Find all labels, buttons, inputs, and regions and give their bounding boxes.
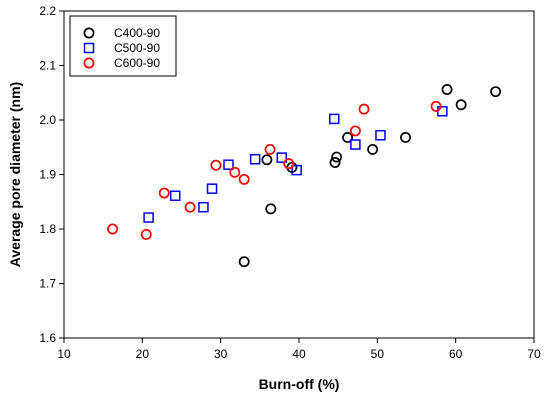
x-tick-label: 10 [57, 347, 71, 361]
y-axis-title: Average pore diameter (nm) [7, 82, 23, 267]
x-tick-label: 30 [214, 347, 228, 361]
data-point [206, 183, 218, 194]
series-c400-90 [238, 84, 502, 268]
data-point [265, 203, 277, 215]
data-point [342, 131, 354, 143]
data-point [455, 99, 467, 111]
y-tick-label: 2.1 [39, 59, 56, 73]
data-point [238, 173, 250, 185]
data-point [210, 159, 222, 171]
data-points [107, 84, 502, 268]
data-point [264, 143, 276, 155]
legend-box [69, 15, 177, 77]
data-point [400, 131, 411, 143]
y-axis: 1.6 1.7 1.8 1.9 2.0 2.1 2.2 [39, 4, 64, 345]
data-point [169, 190, 181, 202]
data-point [441, 84, 453, 95]
legend-label: C500-90 [114, 41, 160, 55]
y-tick-label: 1.8 [39, 222, 56, 236]
legend-marker [83, 27, 95, 39]
data-point [329, 157, 341, 168]
x-axis-title: Burn-off (%) [259, 376, 340, 392]
x-tick-label: 50 [371, 347, 385, 361]
data-point [261, 154, 273, 166]
data-point [331, 151, 343, 163]
x-tick-label: 60 [449, 347, 463, 361]
data-point [350, 139, 361, 150]
y-tick-label: 1.7 [39, 277, 56, 291]
data-point [358, 103, 370, 115]
y-tick-label: 1.6 [39, 331, 56, 345]
data-point [430, 100, 442, 112]
data-point [329, 113, 340, 125]
data-point [198, 201, 209, 213]
data-point [375, 130, 386, 141]
legend-label: C600-90 [114, 56, 160, 70]
data-point [158, 187, 170, 199]
series-c600-90 [107, 100, 442, 240]
data-point [276, 152, 288, 163]
data-point [223, 159, 234, 170]
series-c500-90 [143, 106, 448, 223]
data-point [140, 228, 152, 240]
data-point [238, 256, 250, 268]
data-point [367, 143, 379, 155]
legend-label: C400-90 [114, 26, 160, 40]
y-tick-label: 2.0 [39, 113, 56, 127]
legend-marker [83, 42, 95, 54]
data-point [490, 86, 502, 98]
x-tick-label: 70 [527, 347, 541, 361]
data-point [107, 223, 119, 235]
legend-marker [83, 57, 95, 69]
data-point [283, 158, 295, 170]
data-point [349, 125, 361, 137]
y-tick-label: 1.9 [39, 168, 56, 182]
x-tick-label: 20 [136, 347, 150, 361]
y-tick-label: 2.2 [39, 4, 56, 18]
data-point [229, 166, 241, 178]
data-point [291, 164, 302, 176]
x-tick-label: 40 [292, 347, 306, 361]
data-point [184, 201, 196, 213]
x-axis: 10 20 30 40 50 60 70 [57, 338, 541, 361]
data-point [249, 153, 261, 165]
data-point [143, 212, 154, 223]
